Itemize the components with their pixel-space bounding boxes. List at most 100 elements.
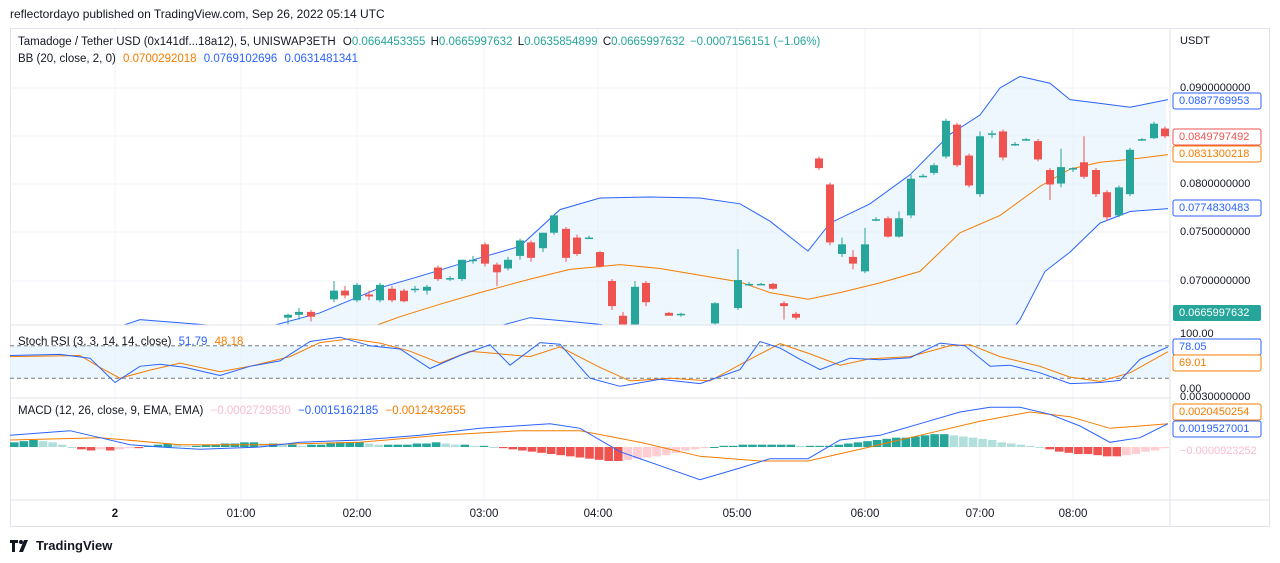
candle[interactable] [376,282,384,303]
macd-histogram-bar [1150,447,1160,451]
macd-legend[interactable]: MACD (12, 26, close, 9, EMA, EMA) −0.000… [18,405,466,417]
candle[interactable] [341,285,349,299]
bb-legend[interactable]: BB (20, close, 2, 0) 0.0700292018 0.0769… [18,53,358,65]
candle[interactable] [665,311,673,316]
candle[interactable] [411,285,419,293]
candle[interactable] [1034,139,1042,162]
candle[interactable] [504,256,512,271]
candle[interactable] [1046,168,1054,200]
candle[interactable] [677,312,685,317]
macd-hist-badge: −0.0000923252 [1180,445,1257,457]
macd-histogram-bar [412,443,422,447]
candle[interactable] [469,255,477,264]
candle[interactable] [1011,142,1019,146]
candle[interactable] [907,174,915,219]
candle[interactable] [792,311,800,320]
candle[interactable] [353,282,361,303]
candle[interactable] [838,237,846,257]
symbol-legend[interactable]: Tamadoge / Tether USD (0x141df...18a12),… [18,36,820,48]
candle[interactable] [516,238,524,260]
candle[interactable] [423,284,431,295]
candle[interactable] [307,309,315,322]
candle-body [1057,167,1065,184]
macd-histogram-bar [153,444,163,447]
candle-body [469,259,477,262]
candle[interactable] [953,122,961,168]
candle[interactable] [330,281,338,303]
candle[interactable] [930,163,938,175]
candle[interactable] [400,288,408,303]
candle[interactable] [1150,121,1158,140]
macd-histogram-bar [566,447,575,457]
candle[interactable] [365,290,373,301]
candle[interactable] [295,308,303,320]
candle[interactable] [872,217,880,222]
candle[interactable] [757,282,765,286]
candle[interactable] [919,173,927,178]
candle[interactable] [1069,167,1077,172]
candle[interactable] [815,156,823,171]
candle[interactable] [1103,190,1111,222]
candle[interactable] [1115,185,1123,218]
candle-body [400,290,408,302]
candle[interactable] [585,235,593,240]
macd-line-badge-text: 0.0019527001 [1179,423,1249,435]
candle[interactable] [861,227,869,274]
candle[interactable] [769,282,777,290]
candle[interactable] [976,131,984,198]
candle-body [965,155,973,186]
candle[interactable] [999,129,1007,161]
candle[interactable] [1022,138,1030,142]
time-tick-label: 04:00 [584,508,613,520]
candle[interactable] [849,250,857,270]
stoch-legend[interactable]: Stoch RSI (3, 3, 14, 14, close) 51.79 48… [18,336,243,348]
candle-body [1092,170,1100,195]
candle[interactable] [1080,136,1088,179]
candle[interactable] [942,118,950,159]
candle[interactable] [388,285,396,303]
candle[interactable] [539,232,547,253]
candle[interactable] [711,302,719,325]
ohlc-high-label: H [430,36,439,48]
candle[interactable] [642,281,650,307]
candle-body [861,244,869,272]
stoch-rsi-pane[interactable] [9,336,1170,387]
candle[interactable] [562,226,570,262]
candle[interactable] [988,130,996,139]
tradingview-brand[interactable]: TradingView [10,538,112,553]
candle[interactable] [596,251,604,268]
candle[interactable] [434,265,442,281]
candle[interactable] [550,215,558,235]
candle[interactable] [780,301,788,320]
macd-pane[interactable] [9,406,1169,481]
candle[interactable] [745,281,753,286]
candle[interactable] [1161,126,1169,139]
candle[interactable] [1126,147,1134,197]
candle[interactable] [1138,138,1146,142]
candle[interactable] [458,259,466,281]
candle[interactable] [481,242,489,267]
candle[interactable] [1057,148,1065,188]
candle[interactable] [826,182,834,246]
candle[interactable] [884,216,892,238]
price-axis[interactable]: USDT 0.0900000000 0.0800000000 0.0750000000… [1172,35,1262,457]
macd-histogram-bar [978,438,987,447]
candle[interactable] [573,234,581,256]
candle[interactable] [631,281,639,331]
candle[interactable] [608,279,616,310]
candle[interactable] [527,240,535,262]
candle[interactable] [895,211,903,238]
candle[interactable] [965,153,973,188]
candle[interactable] [619,311,627,339]
candlestick-series[interactable] [284,118,1169,339]
candle[interactable] [493,262,501,286]
candle[interactable] [284,313,292,325]
candle[interactable] [734,249,742,310]
brand-text: TradingView [36,538,113,553]
candle-body [884,218,892,237]
candle-body [792,313,800,318]
time-axis[interactable]: 2 01:00 02:00 03:00 04:00 05:00 06:00 07:00 08:0… [112,508,1088,520]
candle[interactable] [1092,168,1100,198]
candle[interactable] [446,276,454,281]
